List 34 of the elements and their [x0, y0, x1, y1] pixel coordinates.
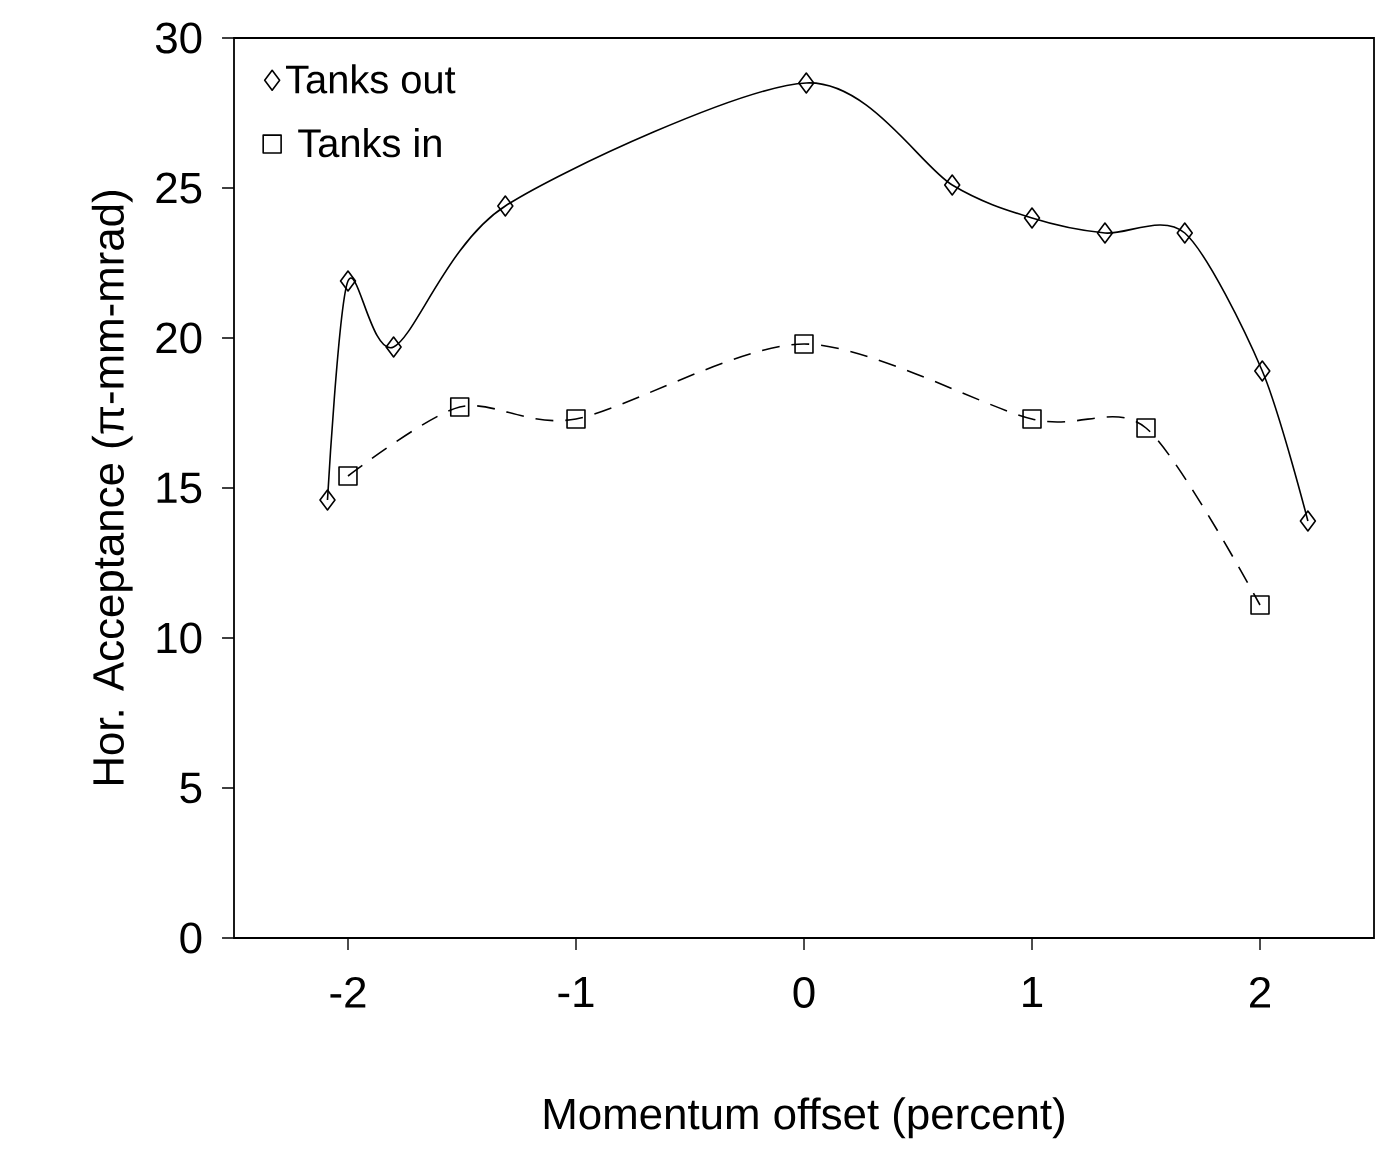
x-axis-title: Momentum offset (percent): [544, 1097, 1064, 1139]
point: [1254, 360, 1271, 382]
legend-label: Tanks in: [298, 128, 441, 158]
point: [566, 409, 586, 429]
y-tick-label: 15: [157, 472, 202, 504]
point: [339, 270, 357, 292]
y-tick-label: 10: [157, 622, 202, 654]
x-tick-label: 1: [1023, 976, 1043, 1008]
point: [497, 195, 514, 217]
legend-label: Tanks out: [286, 64, 456, 94]
point: [449, 397, 470, 417]
point: [1176, 222, 1194, 244]
x-tick-label: -2: [330, 976, 366, 1008]
y-tick-label: 25: [156, 172, 202, 204]
point: [385, 336, 402, 358]
y-axis-title: Hor. Acceptance (π-mm-mrad): [91, 191, 133, 785]
x-tick-label: 0: [793, 976, 815, 1008]
point: [1096, 222, 1114, 244]
point: [794, 334, 814, 354]
y-tick-label: 0: [180, 922, 202, 954]
point: [1022, 409, 1042, 429]
point: [1250, 595, 1270, 615]
y-tick-label: 30: [155, 22, 202, 54]
point: [798, 72, 815, 94]
x-tick-label: 2: [1250, 976, 1271, 1008]
y-tick-label: 5: [180, 772, 202, 804]
point: [943, 174, 961, 196]
point: [1023, 207, 1041, 229]
x-tick-label: -1: [558, 976, 594, 1008]
point: [1136, 418, 1156, 438]
point: [1299, 510, 1317, 532]
point: [338, 466, 358, 486]
point: [319, 489, 336, 511]
y-tick-label: 20: [156, 322, 202, 354]
